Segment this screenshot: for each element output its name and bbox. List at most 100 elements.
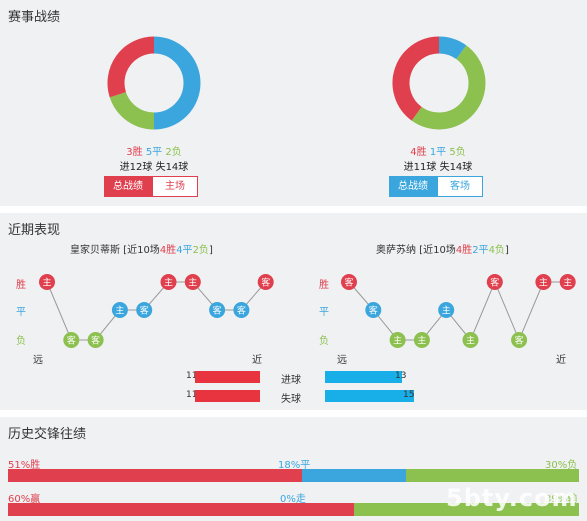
right-team-wins: 4胜 bbox=[455, 245, 473, 256]
h2h-row1-loss-label: 30%负 bbox=[545, 460, 578, 471]
left-form-point[interactable]: 客 bbox=[136, 302, 153, 318]
svg-text:主: 主 bbox=[539, 277, 548, 289]
left-row-draw-label: 平 bbox=[16, 307, 26, 318]
right-form-point[interactable]: 客 bbox=[365, 302, 382, 318]
h2h-row2-draw-label: 0%走 bbox=[280, 494, 306, 505]
right-axis-far: 远 bbox=[337, 355, 347, 366]
right-row-draw-label: 平 bbox=[319, 307, 329, 318]
svg-text:客: 客 bbox=[237, 305, 246, 317]
svg-text:主: 主 bbox=[188, 277, 197, 289]
left-draws: 5平 bbox=[145, 147, 163, 158]
right-team-prefix: [近10场 bbox=[416, 245, 456, 256]
right-losses: 5负 bbox=[449, 147, 466, 158]
right-team-losses: 4负 bbox=[488, 245, 505, 256]
h2h-row2-loss-segment bbox=[354, 503, 579, 516]
left-team-losses: 2负 bbox=[192, 245, 209, 256]
svg-text:客: 客 bbox=[67, 335, 76, 347]
section-title-recent: 近期表现 bbox=[8, 223, 61, 238]
svg-text:客: 客 bbox=[369, 305, 378, 317]
left-form-line bbox=[46, 281, 267, 341]
right-form-point[interactable]: 主 bbox=[535, 274, 552, 290]
svg-text:主: 主 bbox=[563, 277, 572, 289]
svg-text:主: 主 bbox=[417, 335, 426, 347]
right-record-summary: 4胜 1平 5负 bbox=[363, 143, 513, 158]
h2h-row1-draw-label: 18%平 bbox=[278, 460, 311, 471]
right-donut-draw-segment bbox=[438, 36, 467, 60]
left-losses: 2负 bbox=[165, 147, 182, 158]
recent-form-panel: 近期表现 皇家贝蒂斯 [近10场4胜4平2负] 奥萨苏纳 [近10场4胜2平4负… bbox=[0, 213, 587, 410]
svg-text:主: 主 bbox=[115, 305, 124, 317]
left-form-point[interactable]: 客 bbox=[87, 332, 104, 348]
left-form-point[interactable]: 客 bbox=[63, 332, 80, 348]
right-wins: 4胜 bbox=[410, 147, 427, 158]
right-form-point[interactable]: 客 bbox=[486, 274, 503, 290]
goals-for-label: 进球 bbox=[281, 375, 301, 386]
recent-form-chart: 主客 客主 客主 主客 客客 客客主 主主主客客主主 bbox=[39, 274, 576, 348]
left-record-donut bbox=[107, 36, 201, 130]
right-form-point[interactable]: 主 bbox=[413, 332, 430, 348]
left-donut-win-segment bbox=[107, 36, 155, 98]
tab-left-overall[interactable]: 总战绩 bbox=[104, 176, 152, 197]
svg-text:客: 客 bbox=[261, 277, 270, 289]
left-form-point[interactable]: 主 bbox=[39, 274, 55, 290]
left-axis-far: 远 bbox=[33, 355, 43, 366]
left-donut-loss-segment bbox=[109, 91, 155, 130]
left-row-loss-label: 负 bbox=[16, 336, 26, 347]
left-form-point[interactable]: 主 bbox=[184, 274, 201, 290]
right-form-point[interactable]: 客 bbox=[511, 332, 528, 348]
left-donut-draw-segment bbox=[153, 36, 201, 130]
right-row-win-label: 胜 bbox=[319, 280, 329, 291]
goals-against-left-value: 11 bbox=[186, 390, 198, 400]
right-form-point[interactable]: 主 bbox=[559, 274, 576, 290]
h2h-row2-loss-label: 39%输 bbox=[545, 494, 578, 505]
left-form-point[interactable]: 客 bbox=[209, 302, 226, 318]
right-team-heading: 奥萨苏纳 [近10场4胜2平4负] bbox=[376, 241, 509, 256]
right-team-suffix: ] bbox=[504, 245, 509, 256]
right-form-point[interactable]: 主 bbox=[438, 302, 455, 318]
left-team-wins: 4胜 bbox=[159, 245, 177, 256]
tab-left-home[interactable]: 主场 bbox=[152, 176, 198, 197]
h2h-row1-win-segment bbox=[8, 469, 303, 482]
left-axis-near: 近 bbox=[252, 355, 262, 366]
head-to-head-panel: 历史交锋往绩 51%胜 18%平 30%负 60%赢 0%走 39%输 bbox=[0, 417, 587, 521]
h2h-row1-loss-segment bbox=[405, 469, 579, 482]
right-record-tabs: 总战绩 客场 bbox=[389, 176, 483, 197]
svg-text:客: 客 bbox=[344, 277, 353, 289]
left-team-heading: 皇家贝蒂斯 [近10场4胜4平2负] bbox=[70, 241, 213, 256]
left-form-point[interactable]: 主 bbox=[111, 302, 128, 318]
left-form-point[interactable]: 主 bbox=[160, 274, 177, 290]
tab-right-away[interactable]: 客场 bbox=[437, 176, 483, 197]
left-form-point[interactable]: 客 bbox=[257, 274, 274, 290]
section-title-record: 赛事战绩 bbox=[8, 10, 61, 25]
goals-against-label: 失球 bbox=[281, 394, 301, 405]
goals-for-left-bar bbox=[195, 371, 260, 383]
watermark-logo: 5bty.com bbox=[446, 484, 578, 512]
goals-for-right-bar bbox=[325, 371, 402, 383]
left-goals-summary: 进12球 失14球 bbox=[119, 162, 189, 173]
match-record-panel: 赛事战绩 3胜 5平 2负 进12球 失14球 总战绩 主场 4胜 1平 5负 … bbox=[0, 0, 587, 206]
right-axis-near: 近 bbox=[556, 355, 566, 366]
svg-text:主: 主 bbox=[442, 305, 451, 317]
left-wins: 3胜 bbox=[126, 147, 143, 158]
h2h-row2-win-segment bbox=[8, 503, 355, 516]
svg-text:主: 主 bbox=[466, 335, 475, 347]
right-donut-loss-segment bbox=[411, 45, 486, 130]
goals-for-right-value: 13 bbox=[395, 371, 407, 381]
svg-text:客: 客 bbox=[213, 305, 222, 317]
h2h-row2-win-label: 60%赢 bbox=[8, 494, 41, 505]
left-form-point[interactable]: 客 bbox=[233, 302, 250, 318]
right-team-name: 奥萨苏纳 bbox=[376, 245, 416, 256]
right-form-line bbox=[348, 280, 568, 342]
h2h-row1-draw-segment bbox=[302, 469, 406, 482]
right-form-point[interactable]: 主 bbox=[389, 332, 406, 348]
right-draws: 1平 bbox=[429, 147, 447, 158]
svg-text:客: 客 bbox=[91, 335, 100, 347]
svg-text:客: 客 bbox=[140, 305, 149, 317]
tab-right-overall[interactable]: 总战绩 bbox=[389, 176, 437, 197]
h2h-row2-bar bbox=[8, 503, 579, 516]
right-form-point[interactable]: 客 bbox=[341, 274, 357, 290]
goals-against-right-value: 15 bbox=[403, 390, 415, 400]
h2h-row1-win-label: 51%胜 bbox=[8, 460, 41, 471]
goals-for-left-value: 11 bbox=[186, 371, 198, 381]
right-form-point[interactable]: 主 bbox=[462, 332, 479, 348]
